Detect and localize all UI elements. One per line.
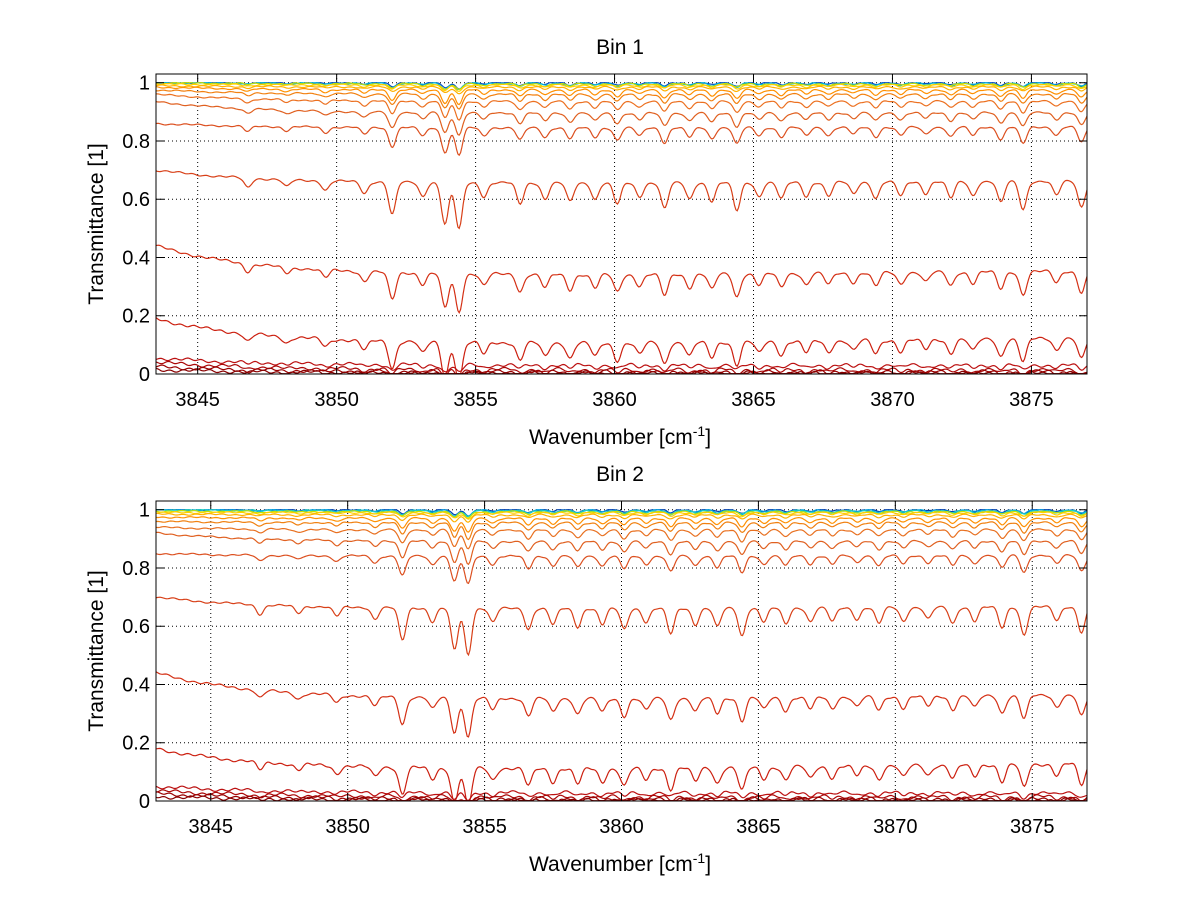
- x-tick-label: 3860: [592, 389, 637, 411]
- series-line: [155, 671, 1088, 738]
- x-tick-label: 3860: [599, 816, 644, 838]
- series-line: [155, 317, 1088, 375]
- x-tick-label: 3855: [453, 389, 498, 411]
- x-axis-label-close: ]: [705, 853, 711, 876]
- plot-area: [156, 74, 1087, 374]
- x-tick-label: 3845: [175, 389, 220, 411]
- series-line: [155, 357, 1088, 373]
- x-tick-label: 3850: [314, 389, 359, 411]
- series-line: [156, 93, 1088, 121]
- plot-bin-1: Bin 1 3845 3850 3855 3860 3865 3870 3875 0 0.2 0.…: [85, 36, 1088, 449]
- series-line: [155, 122, 1088, 157]
- series-line: [155, 747, 1088, 802]
- x-axis-label: Wavenumber [cm-1]: [529, 423, 711, 449]
- series-lines: [155, 82, 1088, 375]
- series-line: [155, 516, 1088, 533]
- plot-area: [156, 501, 1087, 801]
- series-line: [155, 86, 1088, 106]
- plot-bin-2: Bin 2 3845 3850 3855 3860 3865 3870 3875 0 0.2 0.…: [85, 463, 1088, 876]
- y-tick-label: 0.6: [122, 616, 150, 638]
- y-tick-label: 0.8: [122, 131, 150, 153]
- y-tick-label: 0.6: [122, 189, 150, 211]
- tick-marks: 3845 3850 3855 3860 3865 3870 3875 0 0.2 0.4 0.6 0.…: [122, 73, 1087, 411]
- series-line: [155, 531, 1088, 566]
- series-line: [155, 526, 1088, 550]
- y-tick-label: 0.2: [122, 733, 150, 755]
- y-tick-label: 0.2: [122, 306, 150, 328]
- y-tick-label: 1: [139, 73, 150, 95]
- y-tick-label: 0.4: [122, 247, 150, 269]
- x-tick-label: 3870: [873, 816, 918, 838]
- y-tick-label: 0.4: [122, 674, 150, 696]
- x-axis-label-superscript: -1: [693, 850, 706, 866]
- tick-marks: 3845 3850 3855 3860 3865 3870 3875 0 0.2 0.4 0.6 0.…: [122, 500, 1087, 838]
- series-line: [155, 520, 1088, 541]
- series-line: [155, 170, 1088, 230]
- x-axis-label: Wavenumber [cm-1]: [529, 850, 711, 876]
- y-axis-label: Transmittance [1]: [85, 143, 108, 304]
- series-line: [155, 552, 1088, 585]
- chart-title: Bin 1: [596, 36, 644, 59]
- y-tick-label: 1: [139, 500, 150, 522]
- series-line: [155, 100, 1088, 136]
- x-tick-label: 3875: [1010, 816, 1055, 838]
- y-axis-label: Transmittance [1]: [85, 570, 108, 731]
- x-tick-label: 3850: [325, 816, 370, 838]
- series-line: [155, 511, 1088, 520]
- x-tick-label: 3865: [736, 816, 781, 838]
- series-line: [155, 82, 1088, 92]
- series-line: [155, 84, 1088, 95]
- x-tick-label: 3845: [189, 816, 234, 838]
- x-tick-label: 3870: [870, 389, 915, 411]
- y-tick-label: 0: [139, 364, 150, 386]
- series-line: [155, 596, 1088, 657]
- series-line: [156, 89, 1088, 110]
- y-tick-label: 0: [139, 791, 150, 813]
- series-line: [155, 512, 1088, 523]
- x-tick-label: 3865: [731, 389, 776, 411]
- x-tick-label: 3855: [462, 816, 507, 838]
- y-tick-label: 0.8: [122, 558, 150, 580]
- x-tick-label: 3875: [1009, 389, 1054, 411]
- x-axis-label-superscript: -1: [693, 423, 706, 439]
- axes-box: [155, 73, 1088, 375]
- series-line: [155, 244, 1088, 314]
- chart-title: Bin 2: [596, 463, 644, 486]
- x-axis-label-close: ]: [705, 426, 711, 449]
